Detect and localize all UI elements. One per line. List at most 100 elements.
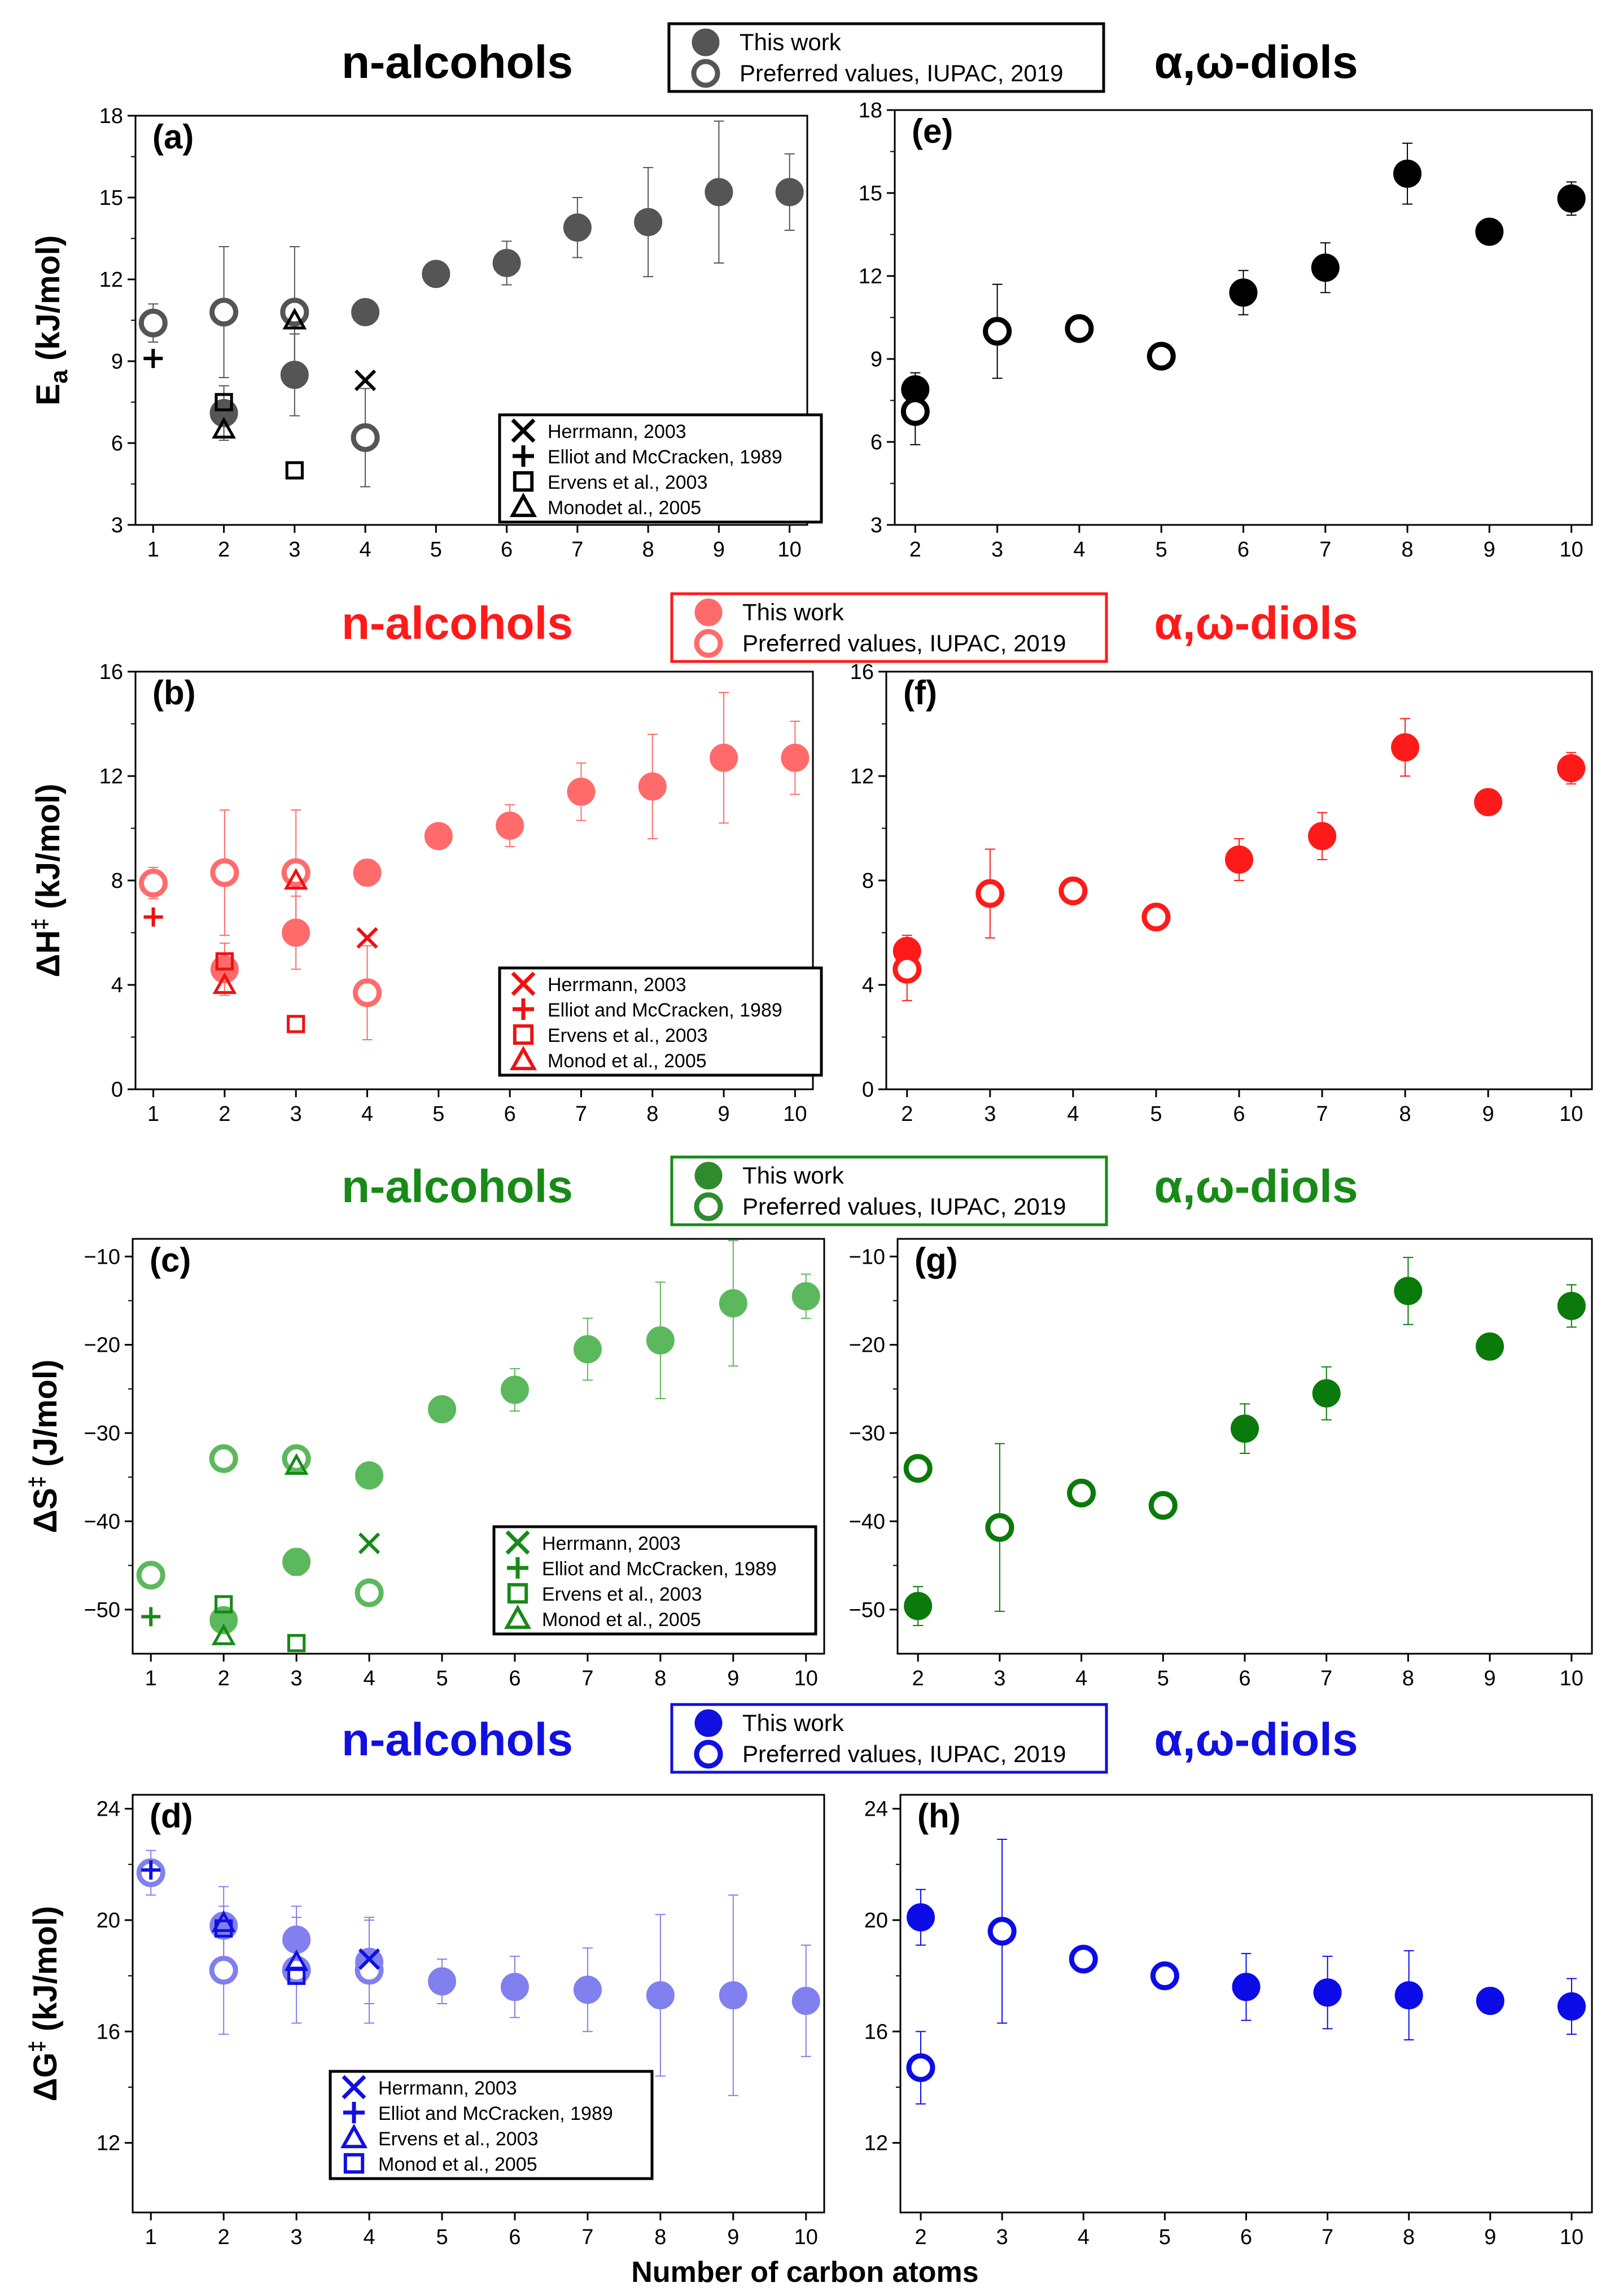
this-work-point bbox=[500, 1956, 529, 2018]
marker-filled-circle bbox=[1394, 1981, 1423, 2010]
ref-marker-square bbox=[287, 1015, 305, 1033]
iupac-point bbox=[138, 303, 168, 343]
marker-open-circle bbox=[903, 1454, 933, 1483]
marker-filled-circle bbox=[428, 1395, 457, 1423]
marker-filled-circle bbox=[1229, 278, 1258, 307]
reference-legend-label: Ervens et al., 2003 bbox=[548, 472, 708, 493]
x-tick-label: 2 bbox=[909, 538, 921, 562]
marker-open-circle bbox=[906, 2053, 935, 2082]
this-work-point bbox=[1476, 1332, 1504, 1361]
x-tick-label: 8 bbox=[646, 1102, 658, 1126]
right-panel-title: α,ω-diols bbox=[1154, 1161, 1358, 1212]
x-tick-label: 5 bbox=[432, 1102, 444, 1126]
x-tick-label: 8 bbox=[1402, 538, 1414, 562]
this-work-point bbox=[1394, 1256, 1423, 1325]
y-tick-label: 8 bbox=[111, 869, 123, 893]
x-tick-label: 6 bbox=[1237, 538, 1249, 562]
iupac-point bbox=[1058, 877, 1088, 905]
x-tick-label: 7 bbox=[1322, 2225, 1333, 2249]
marker-filled-circle bbox=[904, 1592, 933, 1620]
y-tick-label: 12 bbox=[859, 265, 882, 288]
marker-filled-circle bbox=[496, 811, 524, 840]
marker-filled-circle bbox=[1391, 733, 1420, 762]
x-tick-label: 3 bbox=[996, 2225, 1008, 2249]
x-tick-label: 5 bbox=[1156, 538, 1167, 562]
reference-legend: Herrmann, 2003 Elliot and McCracken, 1989… bbox=[329, 2070, 654, 2180]
x-tick-label: 3 bbox=[291, 2225, 303, 2249]
this-work-point bbox=[1393, 142, 1422, 205]
y-tick-label: 3 bbox=[870, 514, 882, 537]
marker-filled-circle bbox=[1557, 1992, 1586, 2021]
x-tick-label: 6 bbox=[501, 538, 513, 562]
marker-filled-circle bbox=[1476, 1987, 1504, 2015]
y-axis-label: ΔG‡ (kJ/mol) bbox=[25, 1906, 64, 2101]
iupac-point bbox=[139, 866, 168, 900]
reference-legend-frame bbox=[492, 1525, 817, 1636]
x-tick-label: 3 bbox=[994, 1667, 1005, 1690]
marker-open-circle bbox=[136, 1561, 165, 1590]
y-tick-label: 15 bbox=[99, 186, 123, 210]
iupac-point bbox=[900, 378, 930, 445]
legend-frame bbox=[670, 1155, 1108, 1226]
marker-filled-circle bbox=[1394, 1277, 1423, 1305]
this-work-point bbox=[567, 762, 596, 821]
x-tick-label: 2 bbox=[912, 1667, 924, 1690]
x-tick-label: 5 bbox=[436, 2225, 448, 2249]
y-tick-label: 8 bbox=[862, 869, 874, 893]
x-tick-label: 2 bbox=[915, 2225, 926, 2249]
panel-label: (d) bbox=[150, 1797, 193, 1835]
this-work-point bbox=[353, 858, 382, 887]
y-tick-label: −50 bbox=[84, 1598, 120, 1622]
marker-filled-circle bbox=[1557, 754, 1586, 783]
right-panel-title: α,ω-diols bbox=[1154, 598, 1358, 649]
y-tick-label: −10 bbox=[849, 1245, 885, 1269]
x-tick-label: 7 bbox=[571, 538, 583, 562]
this-work-point bbox=[705, 120, 733, 264]
x-tick-label: 10 bbox=[794, 2225, 818, 2249]
marker-filled-circle bbox=[710, 743, 738, 772]
left-panel-title: n-alcohols bbox=[342, 1161, 573, 1212]
marker-open-circle bbox=[983, 317, 1012, 346]
this-work-point bbox=[791, 1273, 820, 1319]
y-tick-label: 15 bbox=[859, 182, 882, 205]
this-work-point bbox=[563, 197, 592, 258]
marker-filled-circle bbox=[646, 1326, 675, 1355]
legend-label-this-work: This work bbox=[742, 1162, 845, 1189]
legend-filled-marker bbox=[694, 598, 723, 626]
ref-marker-plus bbox=[141, 1860, 161, 1880]
x-tick-label: 2 bbox=[218, 538, 230, 562]
this-work-point bbox=[1313, 1956, 1342, 2030]
legend-label-iupac: Preferred values, IUPAC, 2019 bbox=[742, 1741, 1066, 1767]
legend-frame bbox=[670, 592, 1108, 663]
x-tick-label: 7 bbox=[581, 1667, 593, 1690]
y-tick-label: 16 bbox=[850, 660, 874, 684]
iupac-point bbox=[1069, 1944, 1098, 1974]
reference-legend: Herrmann, 2003 Elliot and McCracken, 1989… bbox=[498, 413, 823, 524]
iupac-point bbox=[985, 1443, 1014, 1612]
y-tick-label: 3 bbox=[111, 514, 123, 537]
marker-filled-circle bbox=[573, 1975, 602, 2004]
y-tick-label: 18 bbox=[99, 104, 123, 128]
marker-filled-circle bbox=[500, 1973, 529, 2001]
iupac-point bbox=[355, 1578, 384, 1607]
x-tick-label: 4 bbox=[361, 1102, 373, 1126]
x-tick-label: 4 bbox=[1073, 538, 1085, 562]
x-tick-label: 6 bbox=[1239, 1667, 1250, 1690]
x-tick-label: 10 bbox=[1560, 538, 1583, 562]
right-panel-title: α,ω-diols bbox=[1154, 1714, 1358, 1765]
ref-marker-x bbox=[354, 369, 377, 391]
iupac-point bbox=[355, 1917, 384, 2024]
iupac-point bbox=[1065, 314, 1094, 343]
reference-legend-label: Elliot and McCracken, 1989 bbox=[378, 2103, 613, 2124]
panel-h: 2 3 4 5 6 7 8 9 10 12 16 20 24 (h) bbox=[864, 1794, 1593, 2249]
y-tick-label: 12 bbox=[864, 2132, 888, 2155]
y-tick-label: 12 bbox=[850, 765, 874, 788]
panel-label: (h) bbox=[917, 1797, 961, 1835]
marker-open-circle bbox=[353, 978, 382, 1007]
legend-label-iupac: Preferred values, IUPAC, 2019 bbox=[742, 630, 1066, 656]
this-work-point bbox=[791, 1944, 820, 2057]
panel-label: (f) bbox=[903, 674, 937, 712]
iupac-point bbox=[893, 937, 922, 1001]
y-axis-label: Ea (kJ/mol) bbox=[30, 235, 73, 406]
